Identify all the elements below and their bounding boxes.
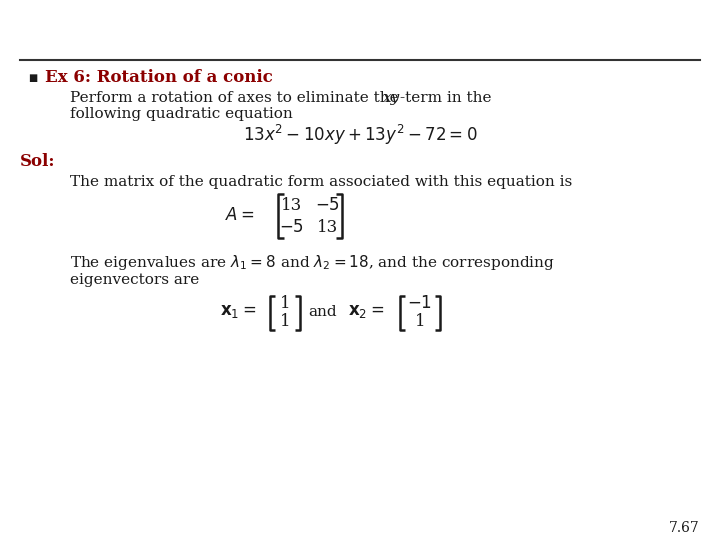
Text: and: and (308, 305, 337, 319)
Text: ■: ■ (28, 73, 37, 83)
Text: $-5$: $-5$ (279, 219, 305, 235)
Text: $A=$: $A=$ (225, 206, 255, 224)
Text: following quadratic equation: following quadratic equation (70, 107, 293, 121)
Text: -term in the: -term in the (400, 91, 492, 105)
Text: $13x^2-10xy+13y^2-72=0$: $13x^2-10xy+13y^2-72=0$ (243, 123, 477, 147)
Text: xy: xy (383, 91, 400, 105)
Text: 13: 13 (318, 219, 338, 235)
Text: eigenvectors are: eigenvectors are (70, 273, 199, 287)
Text: 13: 13 (282, 197, 302, 213)
Text: The eigenvalues are $\lambda_1 = 8$ and $\lambda_2 = 18$, and the corresponding: The eigenvalues are $\lambda_1 = 8$ and … (70, 253, 555, 272)
Text: The matrix of the quadratic form associated with this equation is: The matrix of the quadratic form associa… (70, 175, 572, 189)
Text: 7.67: 7.67 (670, 521, 700, 535)
Text: Sol:: Sol: (20, 153, 55, 171)
Text: Ex 6: Rotation of a conic: Ex 6: Rotation of a conic (45, 70, 273, 86)
Text: $-1$: $-1$ (408, 295, 433, 313)
Text: Perform a rotation of axes to eliminate the: Perform a rotation of axes to eliminate … (70, 91, 403, 105)
Text: $-5$: $-5$ (315, 197, 341, 213)
Text: 1: 1 (279, 314, 290, 330)
Text: $\mathbf{x}_1=$: $\mathbf{x}_1=$ (220, 303, 256, 321)
Text: $\mathbf{x}_2=$: $\mathbf{x}_2=$ (348, 303, 384, 321)
Text: 1: 1 (415, 314, 426, 330)
Text: 1: 1 (279, 295, 290, 313)
